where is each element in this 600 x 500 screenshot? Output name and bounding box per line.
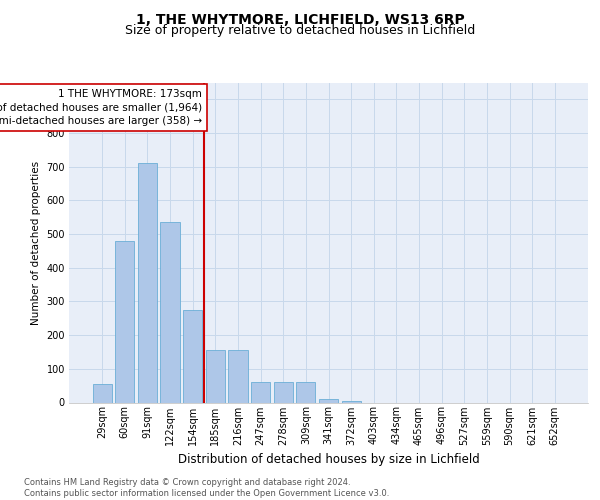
Bar <box>160 222 180 402</box>
Bar <box>115 241 134 402</box>
Bar <box>251 382 270 402</box>
Text: Contains HM Land Registry data © Crown copyright and database right 2024.
Contai: Contains HM Land Registry data © Crown c… <box>24 478 389 498</box>
Text: Size of property relative to detached houses in Lichfield: Size of property relative to detached ho… <box>125 24 475 37</box>
Bar <box>206 350 225 403</box>
Bar <box>229 350 248 403</box>
Bar <box>296 382 316 402</box>
X-axis label: Distribution of detached houses by size in Lichfield: Distribution of detached houses by size … <box>178 453 479 466</box>
Bar <box>319 399 338 402</box>
Bar <box>138 164 157 402</box>
Text: 1 THE WHYTMORE: 173sqm
← 85% of detached houses are smaller (1,964)
15% of semi-: 1 THE WHYTMORE: 173sqm ← 85% of detached… <box>0 89 202 126</box>
Bar <box>183 310 202 402</box>
Y-axis label: Number of detached properties: Number of detached properties <box>31 160 41 324</box>
Bar <box>274 382 293 402</box>
Bar <box>341 401 361 402</box>
Text: 1, THE WHYTMORE, LICHFIELD, WS13 6RP: 1, THE WHYTMORE, LICHFIELD, WS13 6RP <box>136 12 464 26</box>
Bar <box>92 384 112 402</box>
